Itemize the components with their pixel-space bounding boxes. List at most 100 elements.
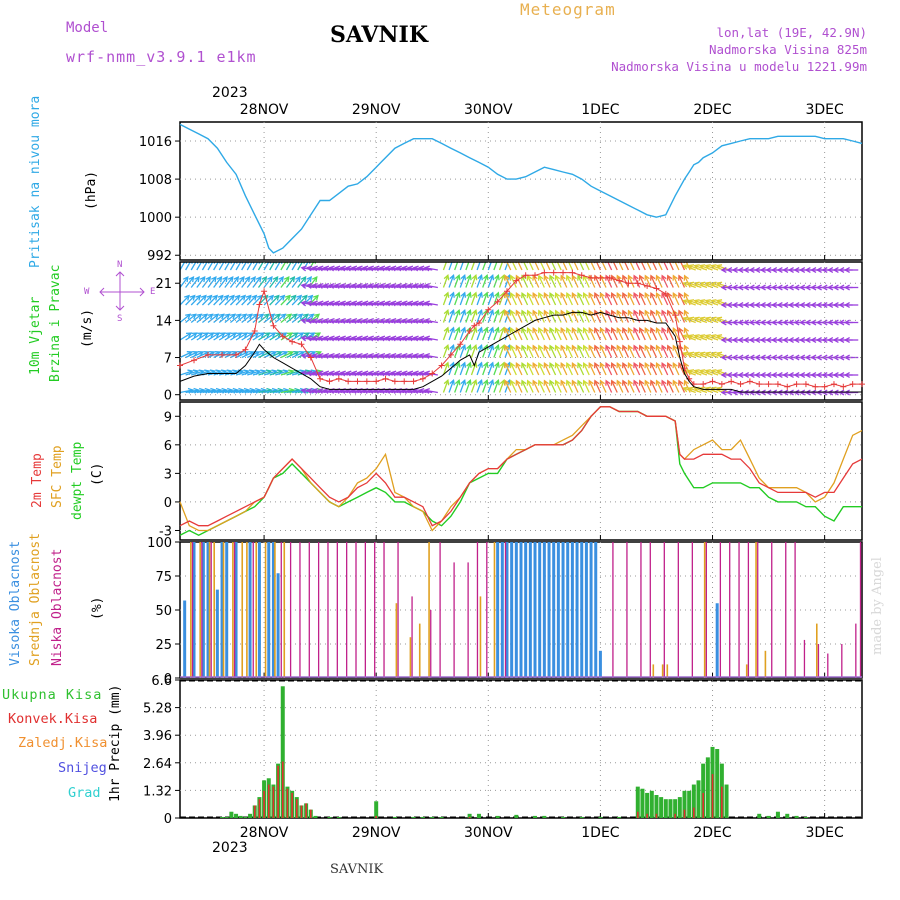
wind-barb-head bbox=[571, 344, 577, 351]
wind-barb-head bbox=[494, 344, 500, 351]
wind-barb-head bbox=[401, 370, 408, 377]
wind-barb-head bbox=[305, 388, 313, 394]
wind-barb-head bbox=[655, 274, 661, 281]
wind-barb-head bbox=[759, 372, 766, 378]
wind-barb-head bbox=[477, 361, 483, 368]
wind-barb bbox=[185, 351, 198, 359]
wind-barb-head bbox=[418, 283, 425, 289]
wind-barb-head bbox=[650, 291, 656, 299]
wind-barb-head bbox=[300, 388, 307, 394]
wind-barb bbox=[465, 275, 471, 288]
wind-barb bbox=[224, 389, 238, 394]
wind-barb-head bbox=[412, 353, 419, 359]
wind-barb-head bbox=[731, 372, 738, 378]
wind-barb bbox=[274, 276, 284, 288]
wind-barb bbox=[577, 362, 585, 376]
wind-barb bbox=[650, 362, 658, 376]
wind-barb-head bbox=[804, 319, 811, 326]
wind-barb-head bbox=[466, 291, 472, 298]
pressure-frame bbox=[179, 121, 863, 261]
wind-barb-head bbox=[418, 265, 425, 272]
precip-total-bar bbox=[649, 790, 654, 818]
wind-barb bbox=[711, 369, 724, 376]
wind-barb-head bbox=[743, 302, 750, 308]
wind-barb-head bbox=[196, 313, 203, 320]
wind-barb-head bbox=[644, 344, 650, 351]
wind-barb bbox=[644, 310, 652, 323]
wind-barb bbox=[532, 327, 540, 341]
wind-barb bbox=[612, 262, 618, 271]
wind-barb-head bbox=[521, 361, 527, 369]
wind-barb-head bbox=[190, 313, 197, 320]
wind-barb bbox=[601, 262, 607, 271]
wind-barb-head bbox=[509, 326, 516, 334]
precip-conv-bar bbox=[253, 805, 256, 818]
wind-barb bbox=[678, 362, 686, 376]
wind-barb-head bbox=[367, 283, 374, 289]
wind-barb bbox=[515, 362, 523, 376]
wind-barb-head bbox=[672, 326, 678, 334]
gust-marker bbox=[634, 280, 641, 287]
precip-total-bar bbox=[439, 816, 444, 818]
wind-barb bbox=[207, 389, 221, 394]
gust-marker bbox=[233, 351, 240, 358]
wind-barb bbox=[448, 362, 455, 376]
wind-barb-head bbox=[650, 309, 656, 316]
wind-barb bbox=[672, 275, 680, 288]
wind-barb bbox=[269, 389, 283, 394]
wind-barb-head bbox=[423, 335, 430, 342]
wind-barb-head bbox=[406, 283, 414, 289]
wind-barb-head bbox=[466, 309, 472, 316]
wind-barb-head bbox=[593, 379, 600, 386]
wind-barb-head bbox=[621, 379, 628, 386]
wind-barb-head bbox=[412, 318, 419, 324]
gust-marker bbox=[438, 362, 445, 369]
wind-barb-head bbox=[577, 291, 583, 299]
wind-barb-head bbox=[633, 309, 639, 316]
wind-barb-head bbox=[264, 332, 271, 338]
wind-barb bbox=[571, 327, 579, 341]
wind-barb-head bbox=[661, 344, 667, 351]
wind-barb bbox=[711, 264, 724, 271]
wind-barb bbox=[191, 389, 205, 394]
wind-barb bbox=[605, 292, 613, 306]
gust-marker bbox=[840, 383, 847, 390]
wind-barb-head bbox=[843, 337, 850, 343]
wind-barb-head bbox=[504, 309, 510, 316]
wind-barb-head bbox=[560, 326, 566, 334]
wind-barb-head bbox=[339, 300, 346, 307]
wind-barb bbox=[605, 345, 613, 358]
wind-barb bbox=[274, 313, 286, 324]
wind-barb-head bbox=[521, 291, 527, 299]
precip-conv-bar bbox=[295, 799, 298, 818]
wind-barb bbox=[521, 292, 529, 306]
wind-barb bbox=[588, 292, 596, 306]
wind-barb-head bbox=[443, 309, 450, 316]
wind-barb bbox=[539, 262, 545, 271]
wind-barb-head bbox=[289, 276, 296, 283]
wind-barb-head bbox=[300, 283, 307, 289]
wind-barb-head bbox=[682, 386, 689, 393]
wind-barb-head bbox=[477, 309, 483, 316]
wind-barb bbox=[549, 275, 557, 288]
wind-barb-head bbox=[300, 300, 307, 307]
gust-marker bbox=[410, 378, 417, 385]
wind-barb bbox=[291, 351, 305, 359]
wind-barb-head bbox=[418, 318, 425, 324]
wind-barb-head bbox=[345, 370, 352, 377]
precip-total-bar bbox=[673, 799, 678, 818]
wind-barb-head bbox=[571, 326, 577, 334]
wind-barb bbox=[555, 380, 562, 393]
wind-barb bbox=[269, 295, 280, 306]
wind-barb-head bbox=[317, 265, 324, 272]
wind-barb-head bbox=[565, 361, 572, 369]
wind-barb-head bbox=[223, 294, 230, 301]
wind-barb-head bbox=[565, 379, 572, 386]
gust-marker bbox=[419, 375, 426, 382]
wind-barb-head bbox=[466, 379, 472, 386]
wind-barb-head bbox=[737, 389, 744, 396]
wind-barb-head bbox=[454, 326, 461, 333]
wind-barb-head bbox=[804, 354, 811, 361]
wind-barb-head bbox=[693, 351, 700, 358]
wind-barb-head bbox=[560, 274, 566, 281]
